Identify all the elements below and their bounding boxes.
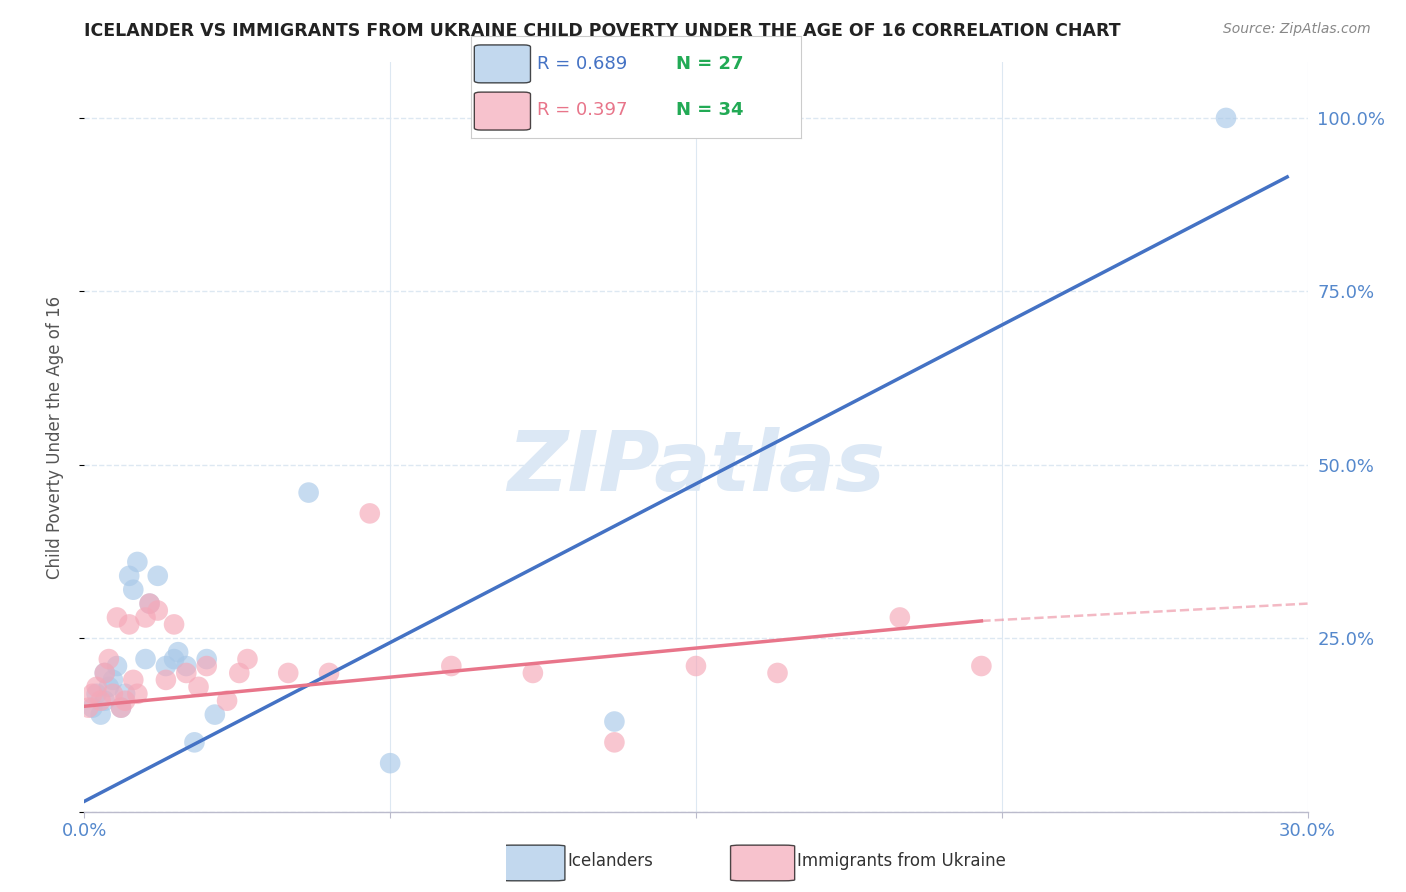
Point (167, 645, 190, 659)
Y-axis label: Child Poverty Under the Age of 16: Child Poverty Under the Age of 16 (45, 295, 63, 579)
Point (176, 665, 198, 680)
Point (86, 687, 108, 701)
Point (101, 687, 124, 701)
Point (440, 659, 463, 673)
Point (110, 700, 132, 714)
Point (359, 507, 381, 521)
Point (93, 665, 117, 680)
Text: R = 0.689: R = 0.689 (537, 55, 627, 73)
Text: Immigrants from Ukraine: Immigrants from Ukraine (797, 852, 1007, 870)
Point (122, 582, 145, 597)
Text: N = 27: N = 27 (676, 55, 744, 73)
Point (318, 665, 340, 680)
Point (110, 700, 132, 714)
Point (122, 673, 145, 687)
Point (298, 485, 321, 500)
Point (105, 659, 128, 673)
Point (101, 673, 124, 687)
Point (93, 694, 117, 708)
Point (90, 707, 112, 722)
Point (603, 735, 626, 749)
Point (204, 707, 226, 722)
Point (187, 680, 209, 694)
Point (522, 665, 544, 680)
Point (97, 652, 120, 666)
Point (195, 652, 218, 666)
Point (228, 665, 250, 680)
Text: N = 34: N = 34 (676, 101, 744, 119)
Point (82, 687, 104, 701)
Point (176, 659, 198, 673)
Point (138, 597, 160, 611)
Point (163, 652, 186, 666)
Point (217, 694, 239, 708)
Point (127, 687, 149, 701)
Point (236, 652, 259, 666)
Point (82, 700, 104, 714)
Text: Icelanders: Icelanders (568, 852, 654, 870)
Point (135, 610, 157, 624)
Point (155, 659, 177, 673)
FancyBboxPatch shape (501, 845, 565, 880)
FancyBboxPatch shape (474, 92, 530, 130)
Point (146, 569, 169, 583)
FancyBboxPatch shape (731, 845, 794, 880)
FancyBboxPatch shape (474, 45, 530, 83)
Point (97, 680, 120, 694)
Point (766, 665, 789, 680)
Point (77, 700, 100, 714)
Point (138, 597, 160, 611)
Point (603, 714, 626, 729)
Point (90, 694, 112, 708)
Point (195, 659, 218, 673)
Point (380, 756, 402, 771)
Point (277, 665, 299, 680)
Point (135, 652, 157, 666)
Point (105, 610, 128, 624)
Point (114, 694, 136, 708)
Point (970, 659, 993, 673)
Text: R = 0.397: R = 0.397 (537, 101, 627, 119)
Point (163, 617, 186, 632)
Point (889, 610, 911, 624)
Text: Source: ZipAtlas.com: Source: ZipAtlas.com (1223, 22, 1371, 37)
Point (155, 673, 177, 687)
Point (183, 735, 205, 749)
Text: ICELANDER VS IMMIGRANTS FROM UKRAINE CHILD POVERTY UNDER THE AGE OF 16 CORRELATI: ICELANDER VS IMMIGRANTS FROM UKRAINE CHI… (84, 22, 1121, 40)
Point (685, 659, 707, 673)
Point (93, 665, 117, 680)
Point (118, 569, 141, 583)
Point (118, 617, 141, 632)
Point (114, 687, 136, 701)
Point (1215, 111, 1237, 125)
Text: ZIPatlas: ZIPatlas (508, 426, 884, 508)
Point (127, 555, 149, 569)
Point (86, 680, 108, 694)
Point (146, 603, 169, 617)
